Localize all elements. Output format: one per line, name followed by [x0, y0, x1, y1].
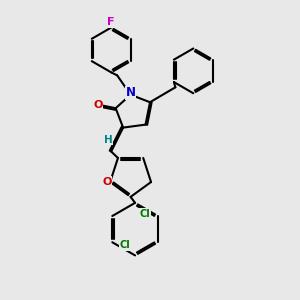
Text: Cl: Cl [140, 208, 151, 219]
Text: Cl: Cl [119, 240, 130, 250]
Text: H: H [104, 134, 112, 145]
Text: O: O [103, 177, 112, 187]
Text: N: N [126, 86, 136, 100]
Text: F: F [107, 17, 115, 27]
Text: O: O [93, 100, 102, 110]
